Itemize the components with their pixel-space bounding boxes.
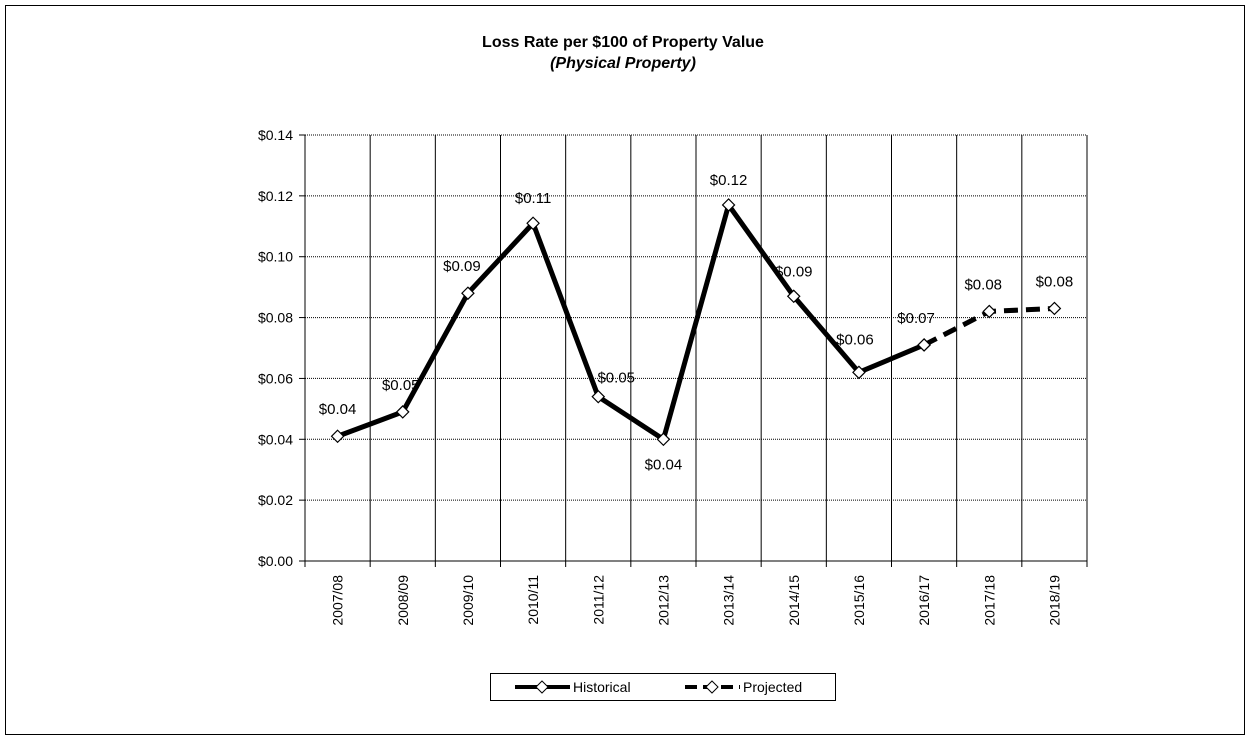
x-tick-label: 2015/16 — [851, 575, 867, 626]
x-tick-label: 2011/12 — [590, 575, 606, 625]
point-marker — [330, 429, 345, 444]
y-tick-label: $0.02 — [258, 492, 293, 508]
chart-title: Loss Rate per $100 of Property Value — [482, 34, 764, 51]
y-tick-label: $0.06 — [258, 370, 293, 386]
data-label: $0.04 — [319, 401, 357, 418]
x-tick-label: 2007/08 — [330, 575, 346, 626]
data-label: $0.09 — [443, 258, 481, 275]
y-tick-label: $0.08 — [258, 310, 293, 326]
data-label: $0.11 — [515, 190, 551, 207]
x-tick-label: 2014/15 — [786, 575, 802, 626]
point-marker — [852, 365, 866, 380]
y-tick-label: $0.12 — [258, 188, 293, 204]
legend-marker — [705, 680, 719, 694]
series-line — [336, 202, 926, 442]
point-marker — [982, 304, 997, 319]
x-tick-label: 2010/11 — [525, 575, 541, 625]
x-tick-label: 2018/19 — [1046, 575, 1062, 626]
data-label: $0.05 — [382, 377, 420, 394]
point-marker — [917, 338, 931, 352]
data-label: $0.08 — [964, 276, 1002, 293]
legend-label: Historical — [573, 679, 631, 695]
data-label: $0.08 — [1036, 273, 1074, 290]
data-label: $0.12 — [710, 172, 748, 189]
y-tick-label: $0.04 — [258, 431, 293, 447]
y-tick-label: $0.00 — [258, 553, 293, 569]
data-label: $0.09 — [775, 263, 813, 280]
x-tick-label: 2009/10 — [460, 575, 476, 626]
legend-label: Projected — [743, 679, 802, 695]
point-marker — [1047, 301, 1062, 316]
point-marker — [461, 286, 475, 301]
point-marker — [526, 216, 540, 231]
frame — [5, 5, 1245, 735]
data-label: $0.04 — [645, 456, 683, 473]
data-label: $0.07 — [897, 310, 935, 327]
y-tick-label: $0.14 — [258, 127, 293, 143]
y-tick-label: $0.10 — [258, 249, 293, 265]
x-tick-label: 2016/17 — [916, 575, 932, 626]
chart-subtitle: (Physical Property) — [550, 55, 696, 72]
x-tick-label: 2013/14 — [721, 575, 737, 626]
point-marker — [591, 389, 606, 404]
x-tick-label: 2012/13 — [655, 575, 671, 626]
data-label: $0.05 — [597, 370, 635, 387]
point-marker — [721, 198, 736, 212]
point-marker — [656, 432, 671, 447]
legend-marker — [535, 680, 549, 694]
x-tick-label: 2017/18 — [981, 575, 997, 626]
x-tick-label: 2008/09 — [395, 575, 411, 626]
data-label: $0.06 — [836, 331, 874, 348]
point-marker — [395, 405, 410, 419]
point-marker — [786, 289, 801, 304]
